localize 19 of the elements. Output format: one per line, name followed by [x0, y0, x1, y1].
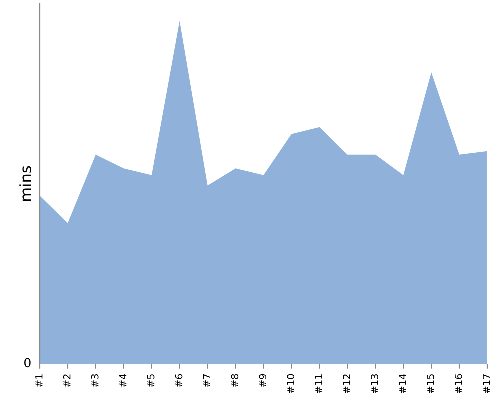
x-tick-label: #4: [120, 374, 127, 388]
x-tick-label: #1: [36, 374, 43, 388]
x-tick-label: #8: [231, 374, 239, 388]
x-tick-label: #9: [259, 374, 267, 388]
x-tick-label: #17: [483, 374, 490, 394]
x-tick-label: #7: [203, 374, 210, 388]
x-tick-label: #16: [455, 374, 462, 394]
annotation: 0: [24, 358, 31, 368]
x-tick-label: #3: [91, 374, 99, 388]
x-tick-label: #14: [399, 374, 406, 394]
x-tick-label: #10: [287, 374, 295, 394]
x-tick-label: #12: [343, 374, 350, 394]
x-tick-label: #5: [147, 374, 155, 388]
x-tick-label: #2: [63, 374, 71, 388]
x-tick-label: #6: [175, 374, 183, 388]
x-tick-label: #13: [371, 374, 378, 394]
x-tick-label: #15: [427, 374, 434, 394]
y-axis-title: mins: [20, 166, 32, 201]
x-tick-label: #11: [315, 374, 322, 394]
